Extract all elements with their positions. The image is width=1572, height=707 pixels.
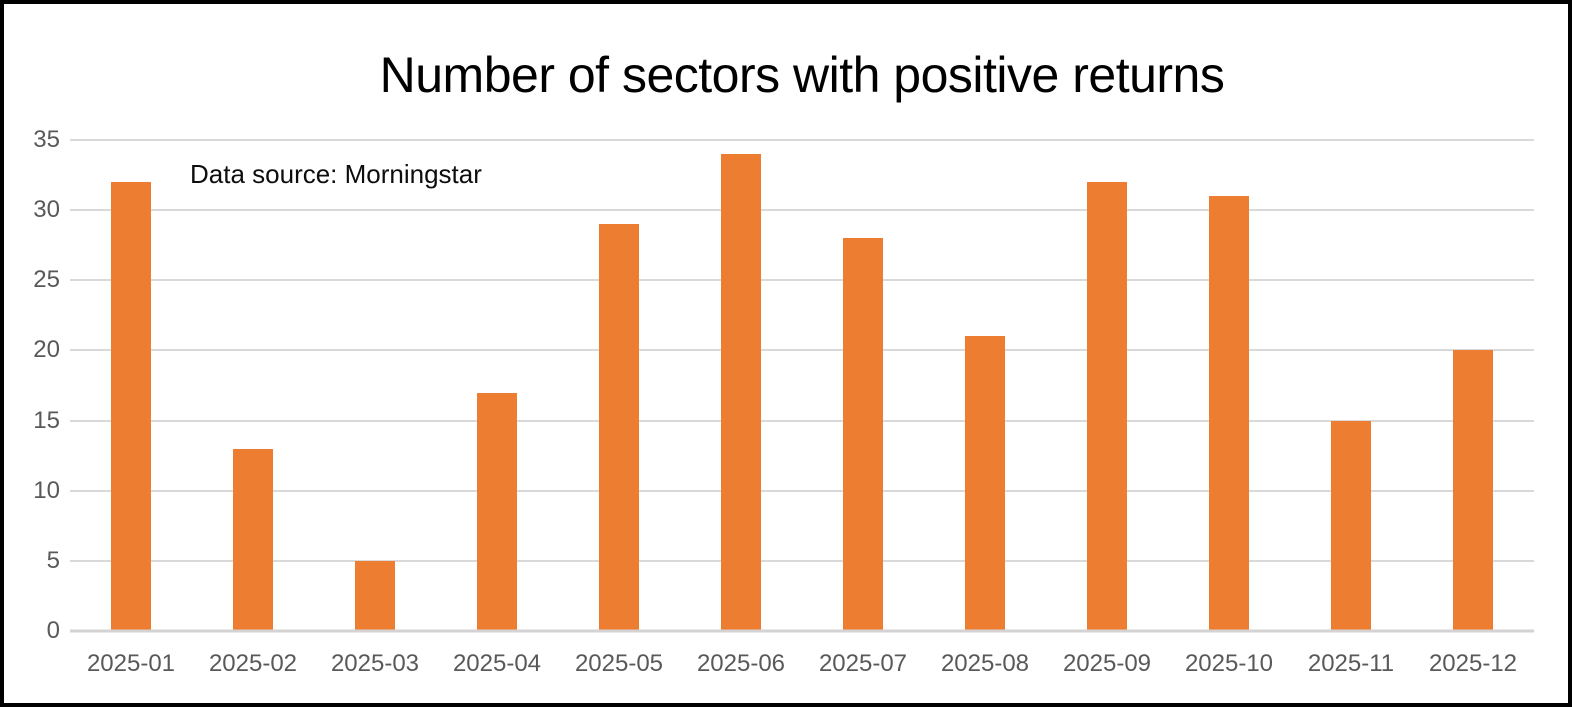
x-tick-label: 2025-07 [818, 650, 908, 677]
x-tick-label: 2025-05 [574, 650, 664, 677]
gridline [70, 279, 1534, 282]
bar-2025-10 [1209, 196, 1249, 631]
chart-title: Number of sectors with positive returns [379, 47, 1225, 103]
bar-slot [314, 140, 436, 631]
gridline [70, 209, 1534, 212]
bar-2025-06 [721, 154, 761, 631]
gridline [70, 349, 1534, 352]
bar-2025-11 [1331, 420, 1371, 631]
bar-2025-05 [599, 224, 639, 631]
x-axis-line [70, 629, 1534, 633]
y-tick-label: 30 [33, 196, 60, 224]
x-tick-label: 2025-12 [1428, 650, 1518, 677]
gridline [70, 489, 1534, 492]
x-tick-label: 2025-01 [86, 650, 176, 677]
bar-2025-02 [233, 448, 273, 631]
gridline [70, 139, 1534, 141]
data-source-note: Data source: Morningstar [190, 159, 482, 189]
bar-2025-09 [1087, 182, 1127, 631]
bar-slot [1168, 140, 1290, 631]
bar-slot [802, 140, 924, 631]
bar-slot [1290, 140, 1412, 631]
x-tick-label: 2025-02 [208, 650, 298, 677]
bar-slot [192, 140, 314, 631]
x-tick-label: 2025-06 [696, 650, 786, 677]
x-tick-label: 2025-08 [940, 650, 1030, 677]
gridline [70, 419, 1534, 422]
bars-group [70, 140, 1534, 631]
x-axis-labels: 2025-01 2025-02 2025-03 2025-04 2025-05 2025-… [70, 650, 1534, 678]
y-axis-labels: 0 5 10 15 20 25 30 35 [4, 126, 60, 644]
y-tick-label: 5 [46, 546, 60, 574]
y-tick-label: 0 [46, 617, 60, 644]
y-tick-label: 20 [33, 336, 60, 364]
bar-2025-04 [477, 392, 517, 631]
bar-2025-01 [111, 182, 151, 631]
x-tick-label: 2025-10 [1184, 650, 1274, 677]
x-tick-label: 2025-04 [452, 650, 542, 677]
x-tick-label: 2025-09 [1062, 650, 1152, 677]
bar-slot [436, 140, 558, 631]
y-tick-label: 25 [33, 266, 60, 294]
bar-slot [558, 140, 680, 631]
y-tick-label: 35 [33, 126, 60, 153]
bar-slot [1412, 140, 1534, 631]
bar-slot [1046, 140, 1168, 631]
bar-2025-07 [843, 238, 883, 631]
gridline [70, 559, 1534, 562]
x-tick-label: 2025-11 [1307, 650, 1395, 677]
y-tick-label: 10 [33, 476, 60, 504]
x-tick-label: 2025-03 [330, 650, 420, 677]
bar-slot [70, 140, 192, 631]
plot-area [70, 139, 1534, 633]
bar-2025-03 [355, 560, 395, 631]
y-tick-label: 15 [33, 406, 60, 434]
bar-slot [924, 140, 1046, 631]
bar-slot [680, 140, 802, 631]
bar-2025-12 [1453, 350, 1493, 631]
bar-2025-08 [965, 336, 1005, 631]
